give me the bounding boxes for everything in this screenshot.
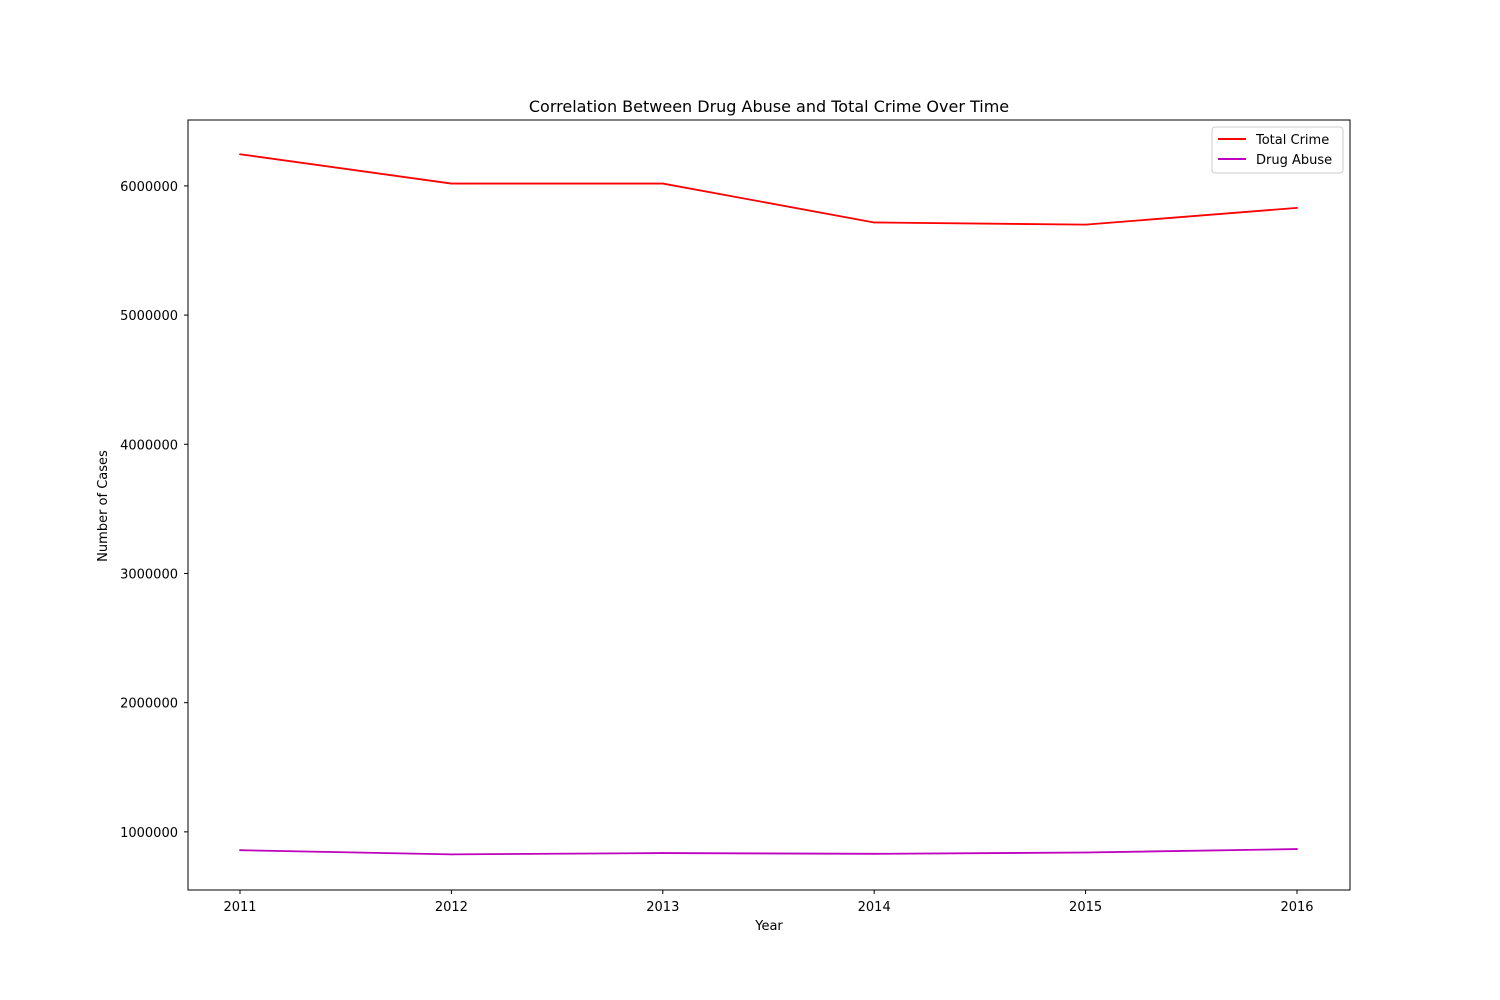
data-point-drug-abuse	[1296, 848, 1298, 850]
series-line-total-crime	[239, 153, 1298, 226]
y-tick-label: 2000000	[120, 697, 178, 712]
data-point-drug-abuse	[239, 849, 241, 852]
y-tick-label: 3000000	[120, 567, 178, 582]
x-tick-label: 2016	[1280, 900, 1313, 915]
legend-label-total-crime: Total Crime	[1255, 133, 1329, 148]
plot-area	[187, 119, 1351, 891]
x-tick-label: 2011	[223, 900, 256, 915]
data-point-drug-abuse	[661, 852, 664, 854]
data-point-total-crime	[661, 182, 664, 185]
x-axis: 2011 2012 2013 2014 2015 2016	[223, 890, 1314, 915]
y-axis: 1000000 2000000 3000000 4000000 5000000 60000…	[120, 180, 188, 841]
y-tick-label: 1000000	[120, 826, 178, 841]
y-tick-label: 4000000	[120, 438, 178, 453]
data-point-drug-abuse	[450, 853, 453, 856]
x-tick-label: 2012	[435, 900, 468, 915]
data-point-drug-abuse	[1084, 851, 1087, 854]
legend: Total Crime Drug Abuse	[1211, 126, 1344, 174]
y-axis-label: Number of Cases	[96, 450, 111, 562]
series-lines	[239, 153, 1298, 856]
x-tick-label: 2014	[858, 900, 891, 915]
data-point-total-crime	[1296, 206, 1298, 209]
chart-title: Correlation Between Drug Abuse and Total…	[529, 97, 1009, 116]
data-point-drug-abuse	[873, 852, 876, 855]
series-line-drug-abuse	[239, 848, 1298, 856]
legend-label-drug-abuse: Drug Abuse	[1256, 153, 1332, 168]
data-point-total-crime	[873, 221, 876, 224]
y-tick-label: 6000000	[120, 180, 178, 195]
x-tick-label: 2015	[1069, 900, 1102, 915]
x-tick-label: 2013	[646, 900, 679, 915]
data-point-total-crime	[239, 153, 241, 156]
y-tick-label: 5000000	[120, 309, 178, 324]
x-axis-label: Year	[754, 919, 783, 934]
data-point-total-crime	[450, 182, 453, 185]
data-point-total-crime	[1084, 223, 1087, 226]
